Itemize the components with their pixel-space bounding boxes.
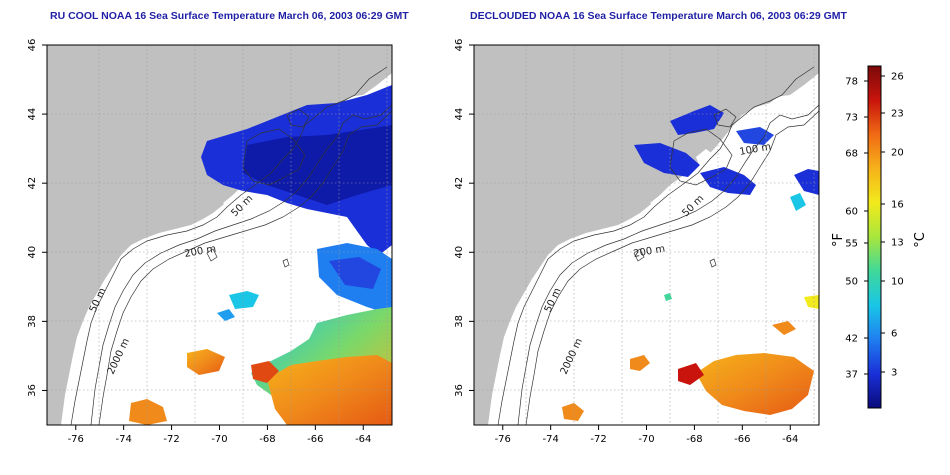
f-tick-label: 68	[845, 149, 858, 160]
celsius-label: °C	[913, 232, 928, 248]
left-y-tick-label: 38	[27, 315, 38, 328]
right-contour-label-1: 100 m	[739, 142, 772, 158]
right-y-tick-label: 46	[454, 39, 465, 52]
f-tick-label: 42	[845, 334, 858, 345]
c-tick-label: 16	[891, 200, 904, 211]
right-x-tick-label: -72	[590, 434, 606, 445]
left-contour-label-2: 200 m	[184, 244, 217, 260]
f-tick-label: 73	[845, 113, 858, 124]
f-tick-label: 50	[845, 277, 858, 288]
left-x-tick-label: -76	[68, 434, 84, 445]
f-tick-label: 55	[845, 239, 858, 250]
right-x-tick-label: -68	[686, 434, 702, 445]
c-tick-label: 10	[891, 277, 904, 288]
colorbar-gradient	[867, 65, 882, 409]
right-contour-label-3: 200 m	[633, 244, 666, 260]
c-tick-label: 20	[891, 148, 904, 159]
left-sst-cold-field	[201, 85, 392, 321]
left-y-tick-label: 44	[27, 108, 38, 121]
left-map-panel: 50 m 200 m 50 m 2000 m	[46, 44, 393, 426]
right-x-tick-label: -76	[495, 434, 511, 445]
c-tick-label: 6	[891, 329, 897, 340]
right-x-tick-label: -74	[542, 434, 558, 445]
c-tick-label: 23	[891, 109, 904, 120]
right-x-tick-label: -64	[782, 434, 798, 445]
f-tick-label: 78	[845, 77, 858, 88]
right-y-tick-label: 42	[454, 177, 465, 190]
right-map-panel: 100 m 50 m 200 m 50 m 2000 m	[473, 44, 820, 426]
left-x-tick-label: -74	[115, 434, 131, 445]
right-y-tick-label: 40	[454, 246, 465, 259]
c-tick-label: 26	[891, 72, 904, 83]
right-x-tick-label: -70	[638, 434, 654, 445]
colorbar-ticks: 78 73 68 60 55 50 42 37 26 23 20 16 13 10 6 3	[845, 72, 903, 381]
f-tick-label: 60	[845, 207, 858, 218]
c-tick-label: 13	[891, 238, 904, 249]
left-y-tick-label: 36	[27, 384, 38, 397]
right-sst-warm-field	[562, 293, 819, 421]
fahrenheit-label: °F	[831, 233, 846, 247]
right-panel-title: DECLOUDED NOAA 16 Sea Surface Temperatur…	[470, 10, 847, 22]
left-sst-warm-field	[129, 307, 392, 425]
left-y-tick-label: 46	[27, 39, 38, 52]
left-y-tick-label: 42	[27, 177, 38, 190]
f-tick-label: 37	[845, 370, 858, 381]
left-x-tick-label: -70	[211, 434, 227, 445]
left-axes: -76 -74 -72 -70 -68 -66 -64 46 44 42 40 38 36	[27, 39, 371, 445]
left-x-tick-label: -68	[259, 434, 275, 445]
right-y-tick-label: 44	[454, 108, 465, 121]
left-y-tick-label: 40	[27, 246, 38, 259]
left-panel-title: RU COOL NOAA 16 Sea Surface Temperature …	[50, 10, 409, 22]
right-y-tick-label: 38	[454, 315, 465, 328]
colorbar: 78 73 68 60 55 50 42 37 26 23 20 16 13 10 6 3 °F °C	[831, 65, 928, 409]
left-x-tick-label: -72	[163, 434, 179, 445]
c-tick-label: 3	[891, 368, 897, 379]
right-x-tick-label: -66	[734, 434, 750, 445]
left-x-tick-label: -64	[355, 434, 371, 445]
left-x-tick-label: -66	[307, 434, 323, 445]
right-sst-cold-field	[634, 105, 819, 211]
right-y-tick-label: 36	[454, 384, 465, 397]
right-axes: -76 -74 -72 -70 -68 -66 -64 46 44 42 40 38 36	[454, 39, 798, 445]
